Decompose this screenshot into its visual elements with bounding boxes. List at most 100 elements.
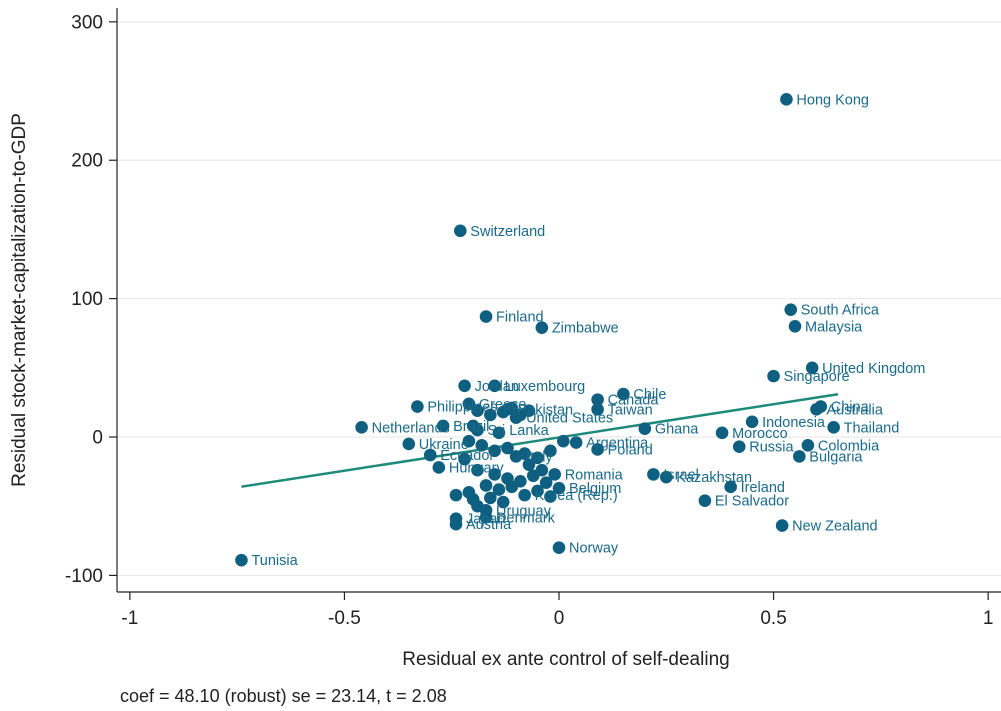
data-point bbox=[496, 495, 510, 509]
x-tick-label: 1 bbox=[983, 608, 994, 629]
data-point-label: Belgium bbox=[569, 481, 621, 497]
data-point bbox=[484, 491, 497, 505]
data-point bbox=[552, 541, 566, 555]
data-point bbox=[462, 397, 476, 411]
data-point-label: Romania bbox=[565, 467, 624, 483]
data-point bbox=[501, 441, 514, 455]
regression-note: coef = 48.10 (robust) se = 23.14, t = 2.… bbox=[120, 686, 447, 706]
data-point bbox=[539, 476, 553, 489]
y-tick-label: 0 bbox=[92, 428, 103, 449]
data-point bbox=[454, 224, 467, 238]
data-point-label: Switzerland bbox=[470, 224, 545, 240]
data-point bbox=[462, 434, 476, 448]
data-point bbox=[544, 490, 557, 503]
data-point-label: Canada bbox=[608, 393, 660, 409]
data-point-label: Zimbabwe bbox=[552, 321, 619, 337]
data-point bbox=[432, 461, 446, 474]
y-tick-label: 200 bbox=[71, 151, 103, 172]
data-point bbox=[793, 450, 806, 463]
data-point-label: Russia bbox=[749, 440, 794, 456]
data-point-label: Pakistan bbox=[518, 402, 574, 418]
data-point-label: Hungary bbox=[449, 460, 505, 476]
data-point bbox=[745, 415, 759, 429]
data-point bbox=[488, 468, 501, 481]
data-point bbox=[732, 440, 746, 453]
data-point-label: Morocco bbox=[732, 426, 788, 442]
data-point-label: Malaysia bbox=[805, 319, 863, 335]
data-point-label: United Kingdom bbox=[822, 361, 925, 377]
data-point bbox=[479, 310, 493, 323]
points-layer bbox=[235, 93, 840, 567]
data-point bbox=[522, 458, 536, 471]
data-point-label: Uruguay bbox=[496, 503, 552, 519]
data-point-label: Israel bbox=[663, 467, 698, 483]
data-point bbox=[810, 403, 823, 416]
data-point-label: Greece bbox=[479, 397, 527, 413]
x-tick-label: 0 bbox=[554, 608, 565, 629]
data-point-label: Chile bbox=[633, 387, 666, 403]
data-point bbox=[522, 404, 536, 418]
data-point-label: Australia bbox=[826, 402, 883, 418]
data-point-label: Ukraine bbox=[419, 437, 469, 453]
data-point bbox=[552, 481, 566, 495]
data-point bbox=[724, 480, 737, 494]
data-point-label: Poland bbox=[608, 442, 653, 458]
y-axis-title: Residual stock-market-capitalization-to-… bbox=[9, 113, 30, 487]
data-point bbox=[484, 408, 497, 422]
data-point-label: Tunisia bbox=[251, 553, 298, 569]
data-point-label: El Salvador bbox=[715, 494, 789, 510]
data-point bbox=[767, 369, 780, 383]
data-point bbox=[471, 463, 484, 477]
data-point bbox=[505, 480, 519, 494]
data-point-label: South Africa bbox=[801, 303, 880, 319]
data-point bbox=[449, 488, 463, 502]
data-point bbox=[638, 422, 652, 436]
data-point-label: Ecuador bbox=[440, 448, 494, 464]
data-point bbox=[458, 379, 471, 393]
data-point bbox=[531, 484, 544, 498]
data-point bbox=[411, 400, 424, 413]
y-tick-label: 300 bbox=[71, 12, 103, 33]
data-point bbox=[775, 519, 789, 532]
data-point bbox=[535, 463, 549, 477]
data-point-label: Taiwan bbox=[608, 402, 653, 418]
data-point bbox=[659, 470, 673, 484]
data-point bbox=[518, 488, 531, 502]
y-tick-label: -100 bbox=[65, 566, 103, 587]
data-point-label: Kazakhstan bbox=[676, 470, 752, 486]
data-point bbox=[544, 444, 557, 458]
data-point bbox=[780, 93, 793, 106]
fit-line bbox=[241, 393, 839, 488]
data-point bbox=[436, 419, 450, 433]
fit-line-layer bbox=[241, 393, 839, 488]
data-point-label: Norway bbox=[569, 541, 619, 557]
data-point-label: Sri Lanka bbox=[487, 423, 549, 439]
data-point bbox=[698, 494, 712, 507]
data-point-label: Luxembourg bbox=[505, 379, 586, 395]
data-point-label: Colombia bbox=[818, 438, 880, 454]
data-point bbox=[488, 444, 501, 458]
data-point bbox=[617, 387, 630, 401]
data-point bbox=[805, 361, 819, 375]
data-point bbox=[492, 483, 506, 496]
data-point bbox=[556, 434, 570, 448]
data-point bbox=[479, 510, 493, 524]
data-point bbox=[509, 411, 523, 424]
data-point bbox=[715, 426, 729, 440]
point-labels-layer: Hong Kong Switzerland Finland Zimbabwe South… bbox=[251, 92, 925, 569]
data-point-label: Ghana bbox=[655, 422, 699, 438]
data-point bbox=[471, 423, 484, 437]
data-point bbox=[449, 517, 463, 531]
x-tick-label: -1 bbox=[121, 608, 138, 629]
data-point bbox=[801, 439, 815, 452]
data-point bbox=[402, 437, 416, 451]
data-point bbox=[458, 452, 471, 466]
data-point-label: Italy bbox=[526, 449, 553, 465]
data-point bbox=[475, 439, 489, 452]
data-point-label: Thailand bbox=[844, 420, 900, 436]
data-point-label: New Zealand bbox=[792, 519, 877, 535]
data-point-label: Ireland bbox=[741, 480, 785, 496]
data-point-label: Austria bbox=[466, 517, 512, 533]
data-point bbox=[827, 421, 840, 434]
